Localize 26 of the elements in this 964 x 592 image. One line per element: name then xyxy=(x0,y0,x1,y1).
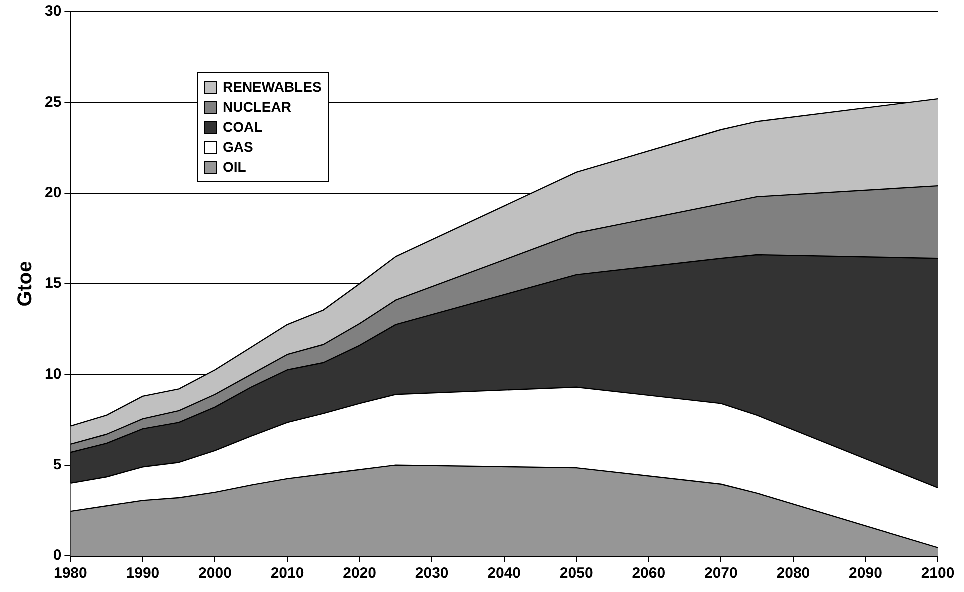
x-tick-label: 2010 xyxy=(270,565,304,582)
x-tick-label: 2090 xyxy=(849,565,882,582)
y-tick-label: 5 xyxy=(53,456,62,474)
x-tick-label: 2030 xyxy=(415,565,449,582)
x-tick-label: 2080 xyxy=(776,565,810,582)
y-tick-label: 25 xyxy=(44,94,62,111)
x-tick-label: 2060 xyxy=(632,565,666,582)
y-tick-label: 20 xyxy=(44,184,62,202)
x-tick-label: 2100 xyxy=(921,565,955,582)
x-tick-label: 2040 xyxy=(488,565,522,582)
x-tick-label: 2050 xyxy=(560,565,594,582)
y-tick-label: 10 xyxy=(44,366,62,383)
legend-label: GAS xyxy=(223,139,254,155)
y-tick-label: 0 xyxy=(53,547,62,564)
y-axis-title: Gtoe xyxy=(14,261,37,307)
x-tick-label: 2070 xyxy=(704,565,738,582)
y-tick-label: 15 xyxy=(44,275,62,292)
legend-label: NUCLEAR xyxy=(223,99,292,115)
x-tick-label: 1990 xyxy=(126,565,160,582)
legend-label: RENEWABLES xyxy=(223,79,322,95)
legend-label: COAL xyxy=(223,119,263,135)
x-tick-label: 2000 xyxy=(198,565,232,582)
legend-label: OIL xyxy=(223,159,246,175)
x-tick-label: 1980 xyxy=(54,565,88,582)
y-tick-label: 30 xyxy=(44,3,62,20)
x-tick-label: 2020 xyxy=(343,565,376,582)
